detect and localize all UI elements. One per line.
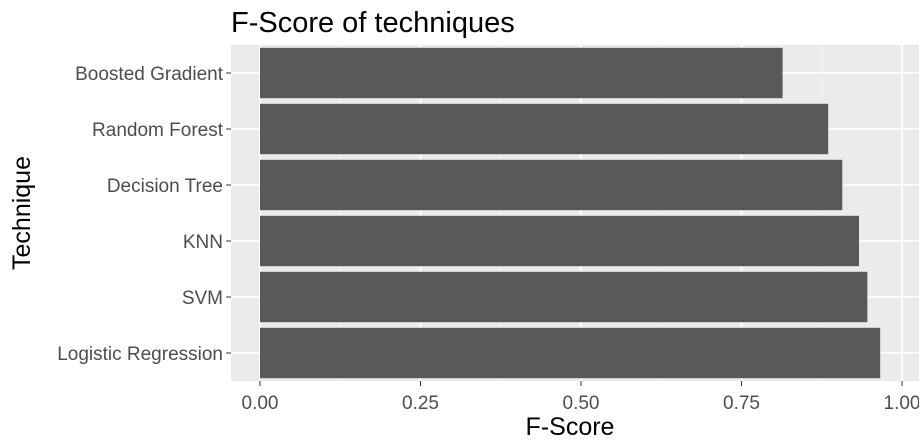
x-tick-label: 0.50 [563, 393, 600, 414]
y-tick-label: KNN [183, 232, 223, 253]
chart-title: F-Score of techniques [231, 7, 515, 39]
y-tick-label: Boosted Gradient [75, 64, 224, 85]
bar-random-forest [260, 103, 829, 155]
x-tick-label: 0.25 [402, 393, 439, 414]
y-tick-label: Logistic Regression [57, 344, 223, 365]
bar-knn [260, 215, 859, 267]
bar-decision-tree [260, 159, 843, 211]
plot-panel [231, 45, 919, 381]
x-tick-label: 0.00 [242, 393, 279, 414]
x-axis: 0.00 0.25 0.50 0.75 1.00 [242, 381, 919, 414]
y-axis: Boosted Gradient Random Forest Decision Tr… [57, 64, 231, 365]
bar-logistic-regression [260, 327, 881, 379]
y-axis-title: Technique [8, 156, 36, 270]
y-tick-label: Decision Tree [107, 176, 223, 197]
x-axis-title: F-Score [526, 413, 615, 441]
x-tick-label: 0.75 [723, 393, 760, 414]
bar-boosted-gradient [260, 47, 783, 99]
y-tick-label: Random Forest [92, 120, 224, 141]
y-tick-label: SVM [182, 288, 223, 309]
bars [260, 47, 881, 379]
bar-svm [260, 271, 868, 323]
x-tick-label: 1.00 [884, 393, 919, 414]
